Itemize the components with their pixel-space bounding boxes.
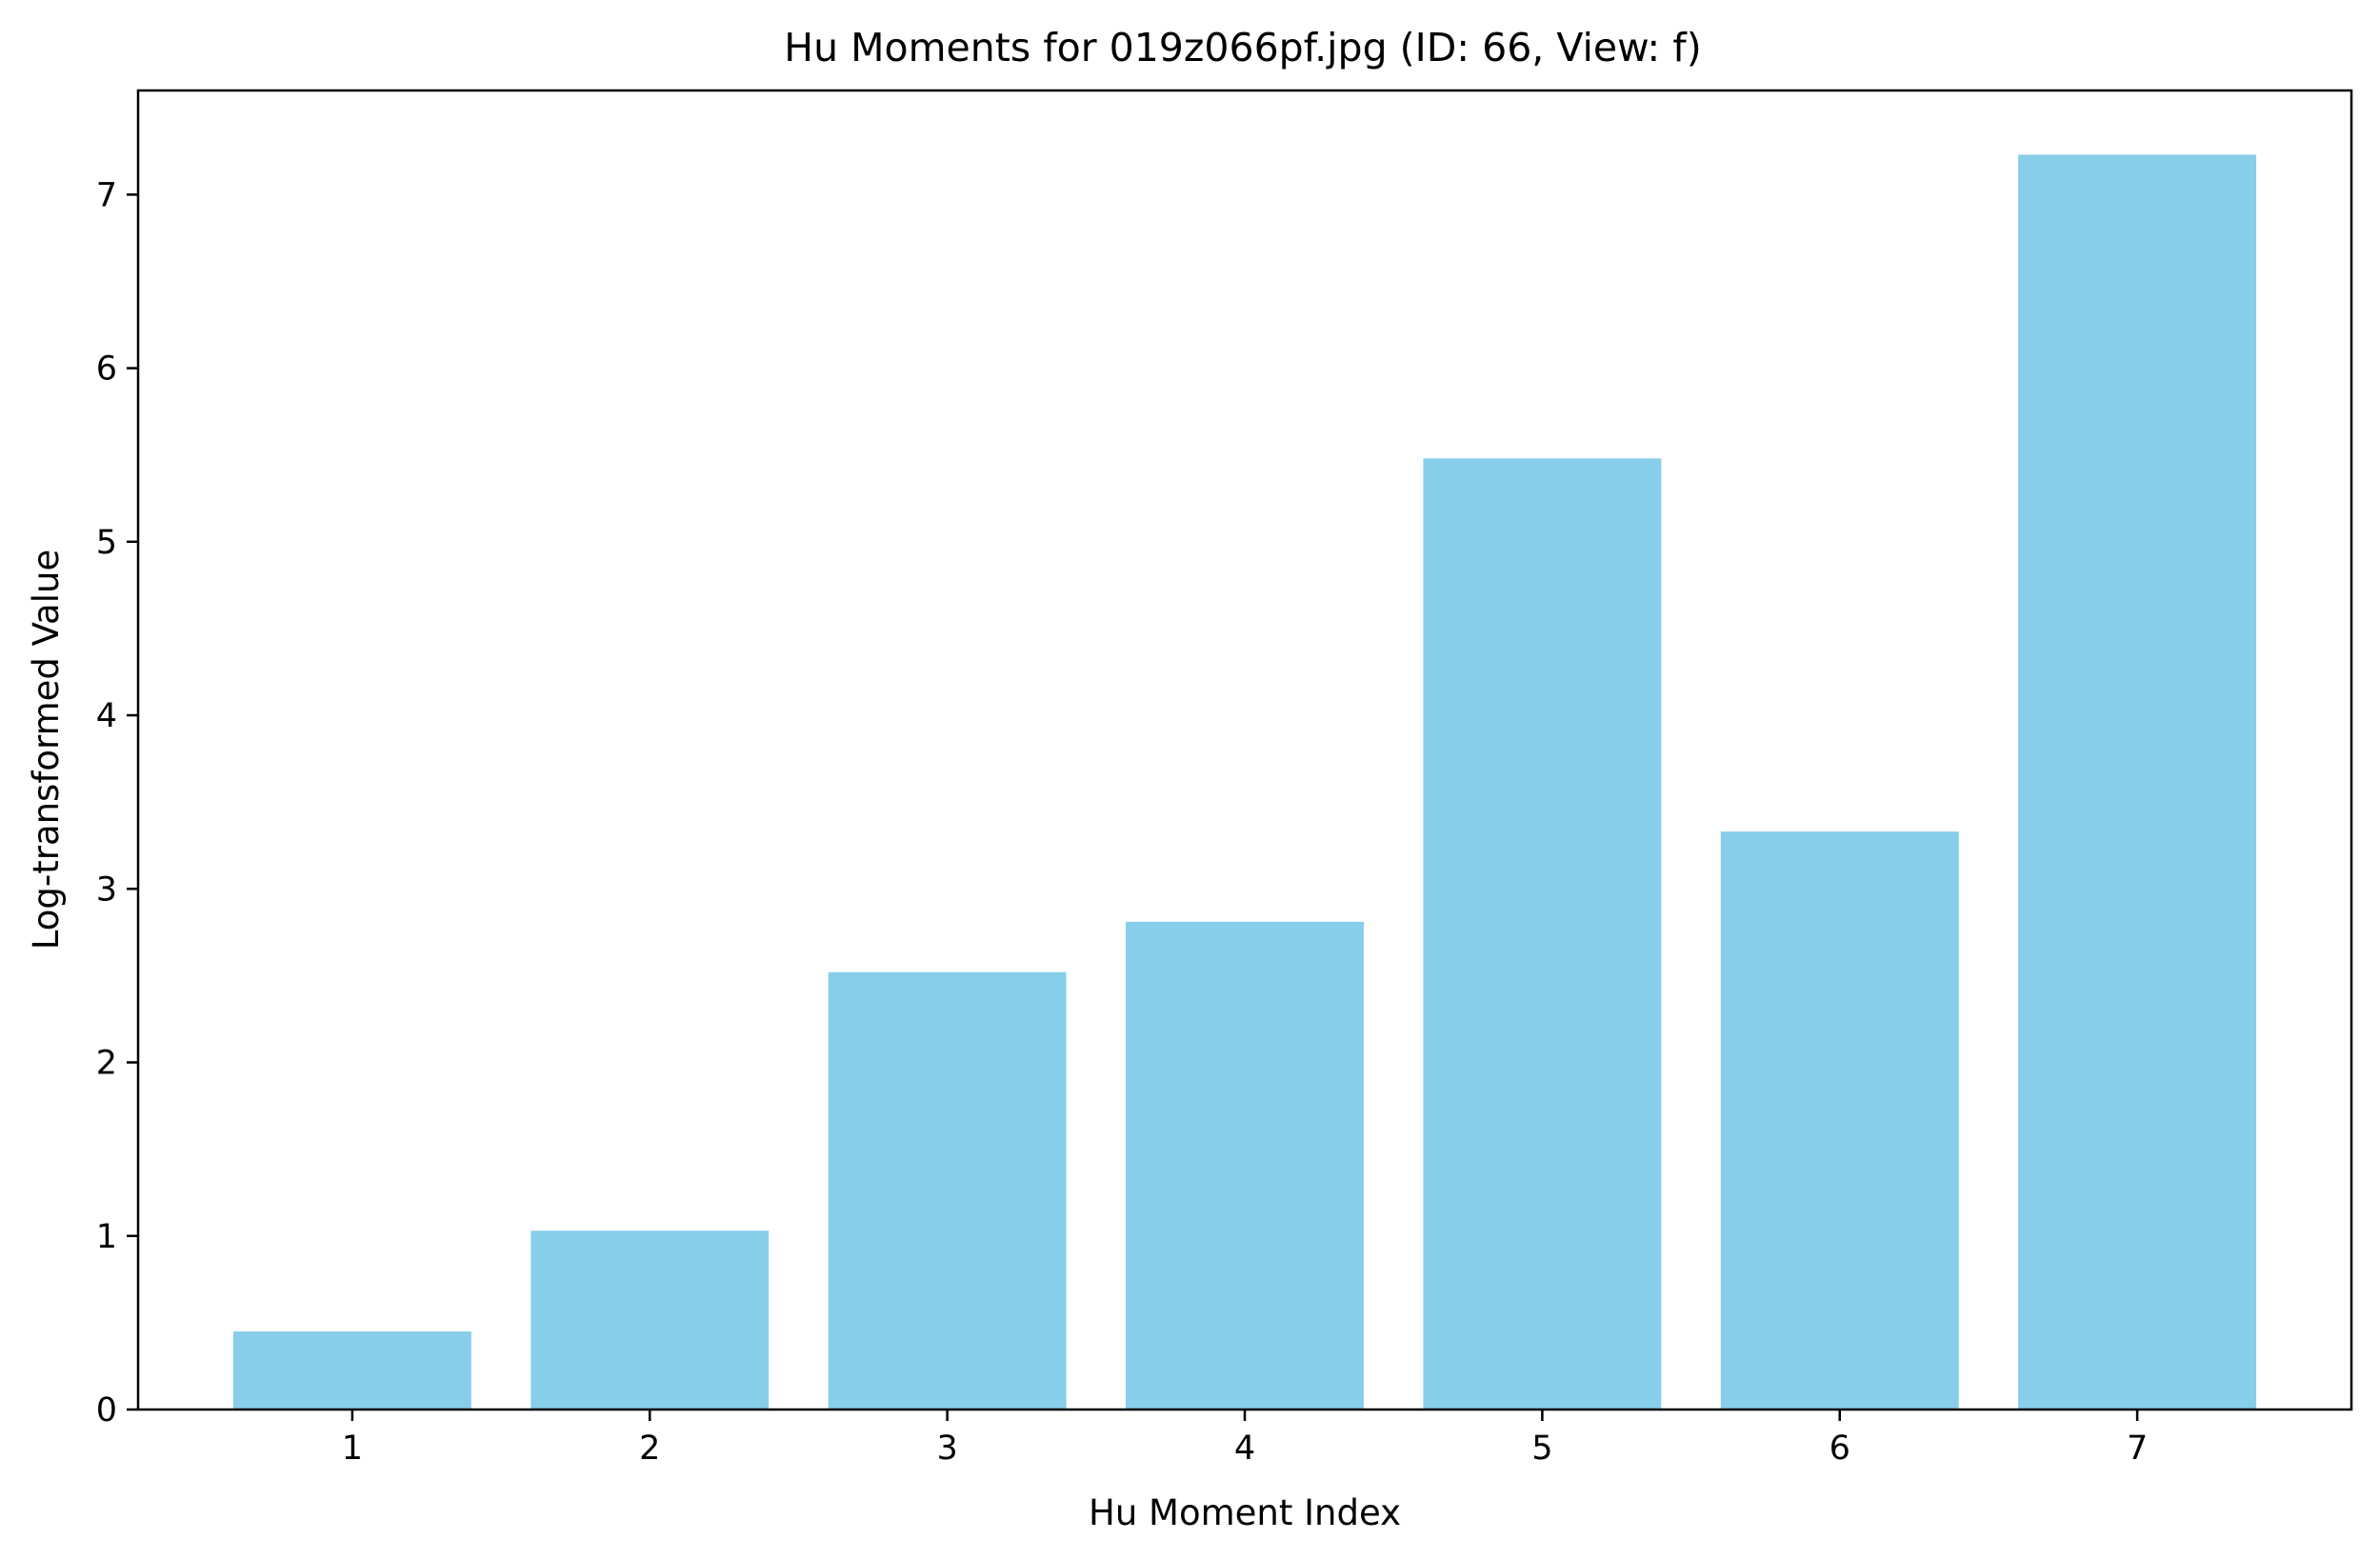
x-tick-label: 5 xyxy=(1531,1430,1552,1468)
y-tick-label: 3 xyxy=(96,870,117,909)
x-tick-label: 1 xyxy=(342,1430,363,1468)
y-tick-label: 4 xyxy=(96,697,117,735)
x-tick-label: 7 xyxy=(2127,1430,2148,1468)
bar-1 xyxy=(232,1330,471,1410)
x-axis-label: Hu Moment Index xyxy=(1089,1492,1401,1533)
y-axis-label: Log-transformed Value xyxy=(26,550,67,950)
chart-title: Hu Moments for 019z066pf.jpg (ID: 66, Vi… xyxy=(784,25,1701,70)
y-tick-label: 0 xyxy=(96,1391,117,1430)
x-tick-label: 3 xyxy=(936,1430,957,1468)
bar-2 xyxy=(530,1230,770,1410)
y-tick-label: 6 xyxy=(96,350,117,389)
x-tick-label: 4 xyxy=(1234,1430,1255,1468)
bar-5 xyxy=(1423,458,1662,1410)
bar-7 xyxy=(2018,154,2257,1410)
y-tick-label: 2 xyxy=(96,1045,117,1083)
bar-3 xyxy=(828,971,1067,1410)
plot-frame xyxy=(136,89,2353,1411)
y-tick-label: 7 xyxy=(96,176,117,214)
x-axis-ticks: 1 2 3 4 5 6 7 xyxy=(342,1410,2148,1468)
bar-6 xyxy=(1720,831,1959,1410)
bars-group xyxy=(232,154,2257,1410)
y-axis-ticks: 0 1 2 3 4 5 6 7 xyxy=(96,176,138,1430)
bar-4 xyxy=(1126,921,1364,1410)
x-tick-label: 2 xyxy=(639,1430,660,1468)
y-tick-label: 5 xyxy=(96,524,117,562)
x-tick-label: 6 xyxy=(1830,1430,1850,1468)
y-tick-label: 1 xyxy=(96,1218,117,1256)
